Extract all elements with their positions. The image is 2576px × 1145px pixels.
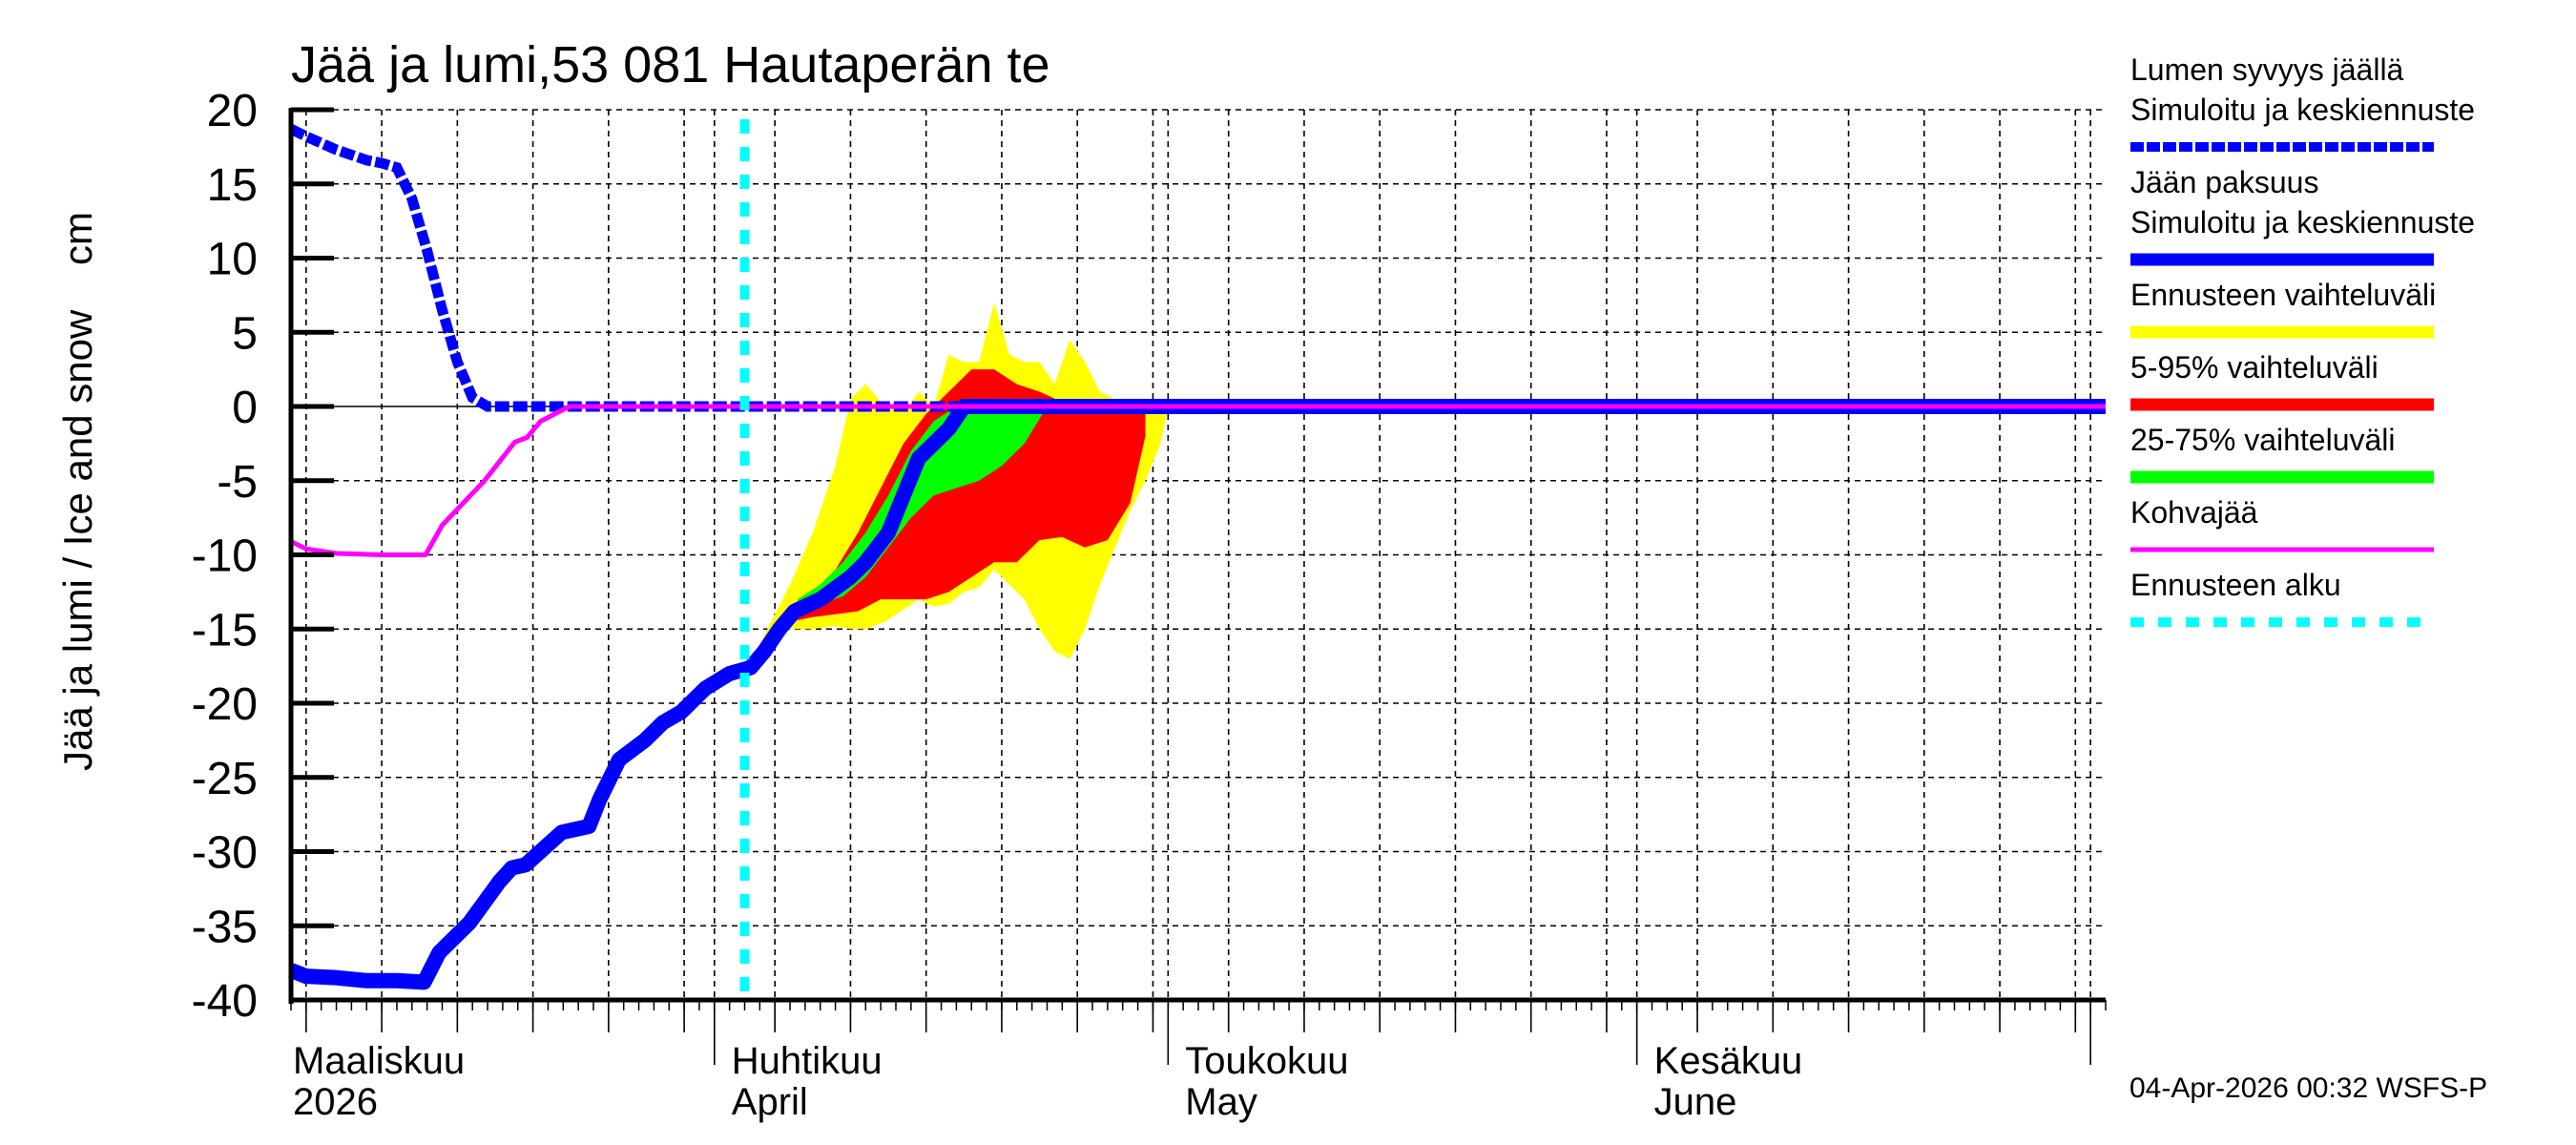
- month-label-en: 2026: [293, 1081, 378, 1123]
- forecast-bands: [750, 302, 1169, 667]
- footer-timestamp: 04-Apr-2026 00:32 WSFS-P: [2129, 1072, 2487, 1104]
- y-tick-label: -5: [217, 457, 258, 508]
- y-tick-label: 5: [232, 308, 258, 359]
- legend-item: Lumen syvyys jäällä Simuloitu ja keskienn…: [2130, 52, 2475, 152]
- y-tick-label: -30: [192, 828, 258, 879]
- month-label-en: April: [732, 1081, 808, 1123]
- legend-item: Jään paksuus Simuloitu ja keskiennuste: [2130, 165, 2475, 266]
- legend-label: Jään paksuus: [2130, 165, 2318, 199]
- chart-title: Jää ja lumi,53 081 Hautaperän te: [291, 36, 1050, 94]
- y-tick-label: 20: [207, 86, 258, 136]
- y-tick-label: -15: [192, 605, 258, 656]
- legend-label: Ennusteen alku: [2130, 568, 2341, 602]
- legend-label: Ennusteen vaihteluväli: [2130, 278, 2436, 312]
- y-tick-label: 10: [207, 235, 258, 285]
- legend-item: 5-95% vaihteluväli: [2130, 350, 2434, 411]
- y-tick-label: 15: [207, 160, 258, 211]
- y-axis-label: Jää ja lumi / Ice and snow cm: [55, 212, 100, 771]
- legend-label: Simuloitu ja keskiennuste: [2130, 93, 2475, 127]
- month-label-fi: Huhtikuu: [732, 1040, 883, 1082]
- snow-depth-line: [288, 124, 2106, 412]
- y-tick-label: 0: [232, 383, 258, 433]
- axes: [288, 107, 2107, 1065]
- legend: Lumen syvyys jäällä Simuloitu ja keskienn…: [2130, 52, 2475, 627]
- legend-label: 25-75% vaihteluväli: [2130, 423, 2396, 457]
- legend-item: Ennusteen alku: [2130, 568, 2434, 627]
- month-label-fi: Maaliskuu: [293, 1040, 465, 1082]
- y-tick-label: -40: [192, 976, 258, 1027]
- legend-item: Ennusteen vaihteluväli: [2130, 278, 2436, 339]
- series-lines: [288, 119, 2106, 1000]
- legend-item: Kohvajää: [2130, 495, 2434, 552]
- band-25-75-vaihteluv-li: [797, 406, 1048, 607]
- legend-label: Simuloitu ja keskiennuste: [2130, 205, 2475, 239]
- y-tick-labels: 20 15 10 5 0 -5 -10 -15 -20 -25 -30 -35 -40: [192, 86, 258, 1027]
- month-label-fi: Kesäkuu: [1654, 1040, 1803, 1082]
- legend-label: Kohvajää: [2130, 495, 2258, 530]
- y-tick-label: -10: [192, 531, 258, 582]
- legend-item: 25-75% vaihteluväli: [2130, 423, 2434, 484]
- grid: [291, 109, 2106, 1000]
- band-5-95-vaihteluv-li: [750, 369, 1146, 667]
- legend-label: 5-95% vaihteluväli: [2130, 350, 2379, 385]
- month-label-en: June: [1654, 1081, 1737, 1123]
- ice-thickness-line: [288, 399, 2106, 990]
- y-tick-label: -20: [192, 679, 258, 730]
- y-tick-label: -25: [192, 754, 258, 804]
- month-label-en: May: [1185, 1081, 1257, 1123]
- month-label-fi: Toukokuu: [1185, 1040, 1348, 1082]
- legend-label: Lumen syvyys jäällä: [2130, 52, 2404, 87]
- y-tick-label: -35: [192, 902, 258, 952]
